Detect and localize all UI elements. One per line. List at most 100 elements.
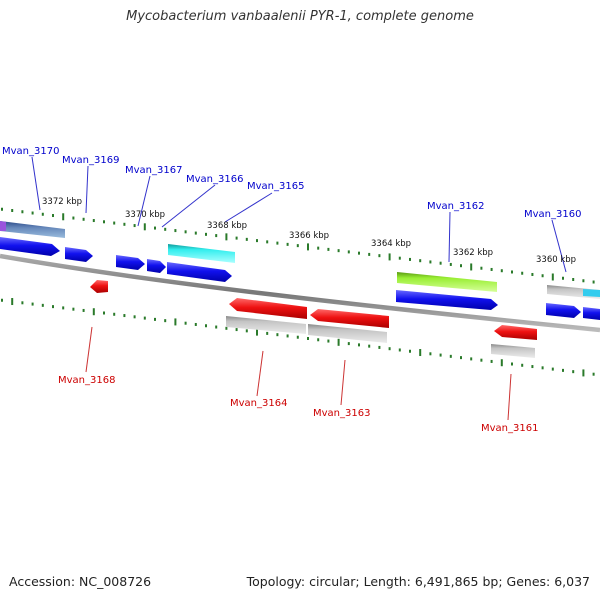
feature-bar[interactable] xyxy=(397,272,497,292)
ruler-tick xyxy=(551,367,554,371)
reverse-gene-labels: Mvan_3168 Mvan_3164 Mvan_3163 Mvan_3161 xyxy=(58,375,538,434)
ruler-tick xyxy=(388,347,391,351)
feature-bar[interactable] xyxy=(583,289,600,297)
ruler-tick xyxy=(449,262,452,266)
gene-label-reverse[interactable]: Mvan_3161 xyxy=(481,423,538,434)
ruler-tick xyxy=(82,217,85,221)
gene-label-forward[interactable]: Mvan_3169 xyxy=(62,155,119,166)
gene-label-forward[interactable]: Mvan_3170 xyxy=(2,146,59,157)
ruler-tick xyxy=(388,253,391,261)
feature-bar[interactable] xyxy=(308,324,387,343)
gene-label-forward[interactable]: Mvan_3162 xyxy=(427,201,484,212)
ruler-tick xyxy=(62,213,65,221)
ruler-label: 3360 kbp xyxy=(536,255,576,265)
feature-bar[interactable] xyxy=(168,244,235,263)
ruler-tick xyxy=(11,298,14,306)
leader-line xyxy=(256,350,264,397)
gene-arrow-forward[interactable] xyxy=(396,290,498,310)
ruler-tick xyxy=(500,359,503,367)
forward-leader-lines xyxy=(31,156,567,273)
ruler-tick xyxy=(480,358,483,362)
feature-bar[interactable] xyxy=(491,344,535,358)
ruler-tick xyxy=(307,243,309,251)
gene-arrow-reverse[interactable] xyxy=(90,280,108,293)
forward-gene-labels: Mvan_3170 Mvan_3169 Mvan_3167 Mvan_3166 … xyxy=(2,146,581,220)
topology-info: Topology: circular; Length: 6,491,865 bp… xyxy=(246,574,590,589)
ruler-tick xyxy=(143,316,146,320)
ruler-tick xyxy=(572,278,575,282)
ruler-tick xyxy=(194,231,197,235)
gene-arrow-forward[interactable] xyxy=(546,303,581,318)
ruler-label: 3372 kbp xyxy=(42,197,82,207)
ruler-tick xyxy=(276,333,279,337)
ruler-tick-labels: 3372 kbp 3370 kbp 3368 kbp 3366 kbp 3364… xyxy=(42,197,576,265)
ruler-tick xyxy=(307,337,309,340)
gene-arrow-forward[interactable] xyxy=(65,247,93,262)
feature-bar[interactable] xyxy=(0,221,6,231)
ruler-tick xyxy=(286,242,289,246)
ruler-tick xyxy=(409,349,411,353)
gene-arrow-forward[interactable] xyxy=(0,237,60,256)
ruler-tick xyxy=(337,338,340,346)
chromosome-backbone xyxy=(0,253,600,333)
ruler-label: 3362 kbp xyxy=(453,248,493,258)
gene-arrow-reverse[interactable] xyxy=(310,309,389,328)
ruler-tick xyxy=(347,250,350,254)
leader-line xyxy=(85,165,89,214)
gene-label-reverse[interactable]: Mvan_3168 xyxy=(58,375,115,386)
ruler-label: 3368 kbp xyxy=(207,221,247,231)
ruler-tick xyxy=(460,356,462,360)
ruler-tick xyxy=(429,352,432,356)
gene-label-reverse[interactable]: Mvan_3163 xyxy=(313,408,370,419)
ruler-tick xyxy=(511,362,513,366)
ruler-tick xyxy=(235,328,238,332)
feature-bar[interactable] xyxy=(226,316,306,334)
ruler-tick xyxy=(21,301,24,305)
gene-label-forward[interactable]: Mvan_3166 xyxy=(186,174,243,185)
ruler-tick xyxy=(419,349,422,357)
ruler-tick xyxy=(123,222,126,226)
ruler-tick xyxy=(174,318,177,326)
ruler-tick xyxy=(184,230,187,234)
ruler-tick xyxy=(368,252,371,256)
ruler-tick xyxy=(327,339,330,343)
leader-line xyxy=(137,175,151,227)
gene-label-forward[interactable]: Mvan_3165 xyxy=(247,181,304,192)
ruler-tick xyxy=(296,244,299,248)
ruler-tick xyxy=(235,236,238,240)
gene-arrow-reverse[interactable] xyxy=(494,325,537,340)
gene-arrow-reverse[interactable] xyxy=(229,298,307,319)
leader-line xyxy=(161,184,216,228)
ruler-tick xyxy=(205,324,207,328)
ruler-tick xyxy=(72,216,75,220)
leader-line xyxy=(31,156,41,211)
ruler-tick xyxy=(133,315,136,319)
ruler-tick xyxy=(378,254,381,258)
gene-arrow-forward[interactable] xyxy=(116,255,145,270)
ruler-tick xyxy=(317,246,320,250)
gene-label-reverse[interactable]: Mvan_3164 xyxy=(230,398,287,409)
ruler-tick xyxy=(592,372,595,376)
ruler-tick xyxy=(398,348,401,352)
ruler-tick xyxy=(398,256,401,260)
feature-bars xyxy=(0,221,600,358)
ruler-tick xyxy=(256,239,258,243)
leader-line xyxy=(448,211,451,263)
ruler-tick xyxy=(225,326,228,330)
leader-line xyxy=(224,192,273,223)
leader-line xyxy=(551,219,567,273)
ruler-tick xyxy=(511,270,513,274)
ruler-tick xyxy=(449,354,452,358)
feature-bar[interactable] xyxy=(0,221,65,238)
ruler-tick xyxy=(1,207,3,211)
ruler-tick xyxy=(11,209,14,213)
ruler-tick xyxy=(521,363,524,367)
ruler-tick xyxy=(225,233,228,241)
gene-label-forward[interactable]: Mvan_3160 xyxy=(524,209,581,220)
gene-arrow-forward[interactable] xyxy=(583,307,600,320)
ruler-tick xyxy=(470,263,473,271)
gene-arrow-forward[interactable] xyxy=(147,259,166,273)
gene-arrow-forward[interactable] xyxy=(167,262,232,282)
gene-label-forward[interactable]: Mvan_3167 xyxy=(125,165,182,176)
ruler-tick xyxy=(317,338,320,342)
